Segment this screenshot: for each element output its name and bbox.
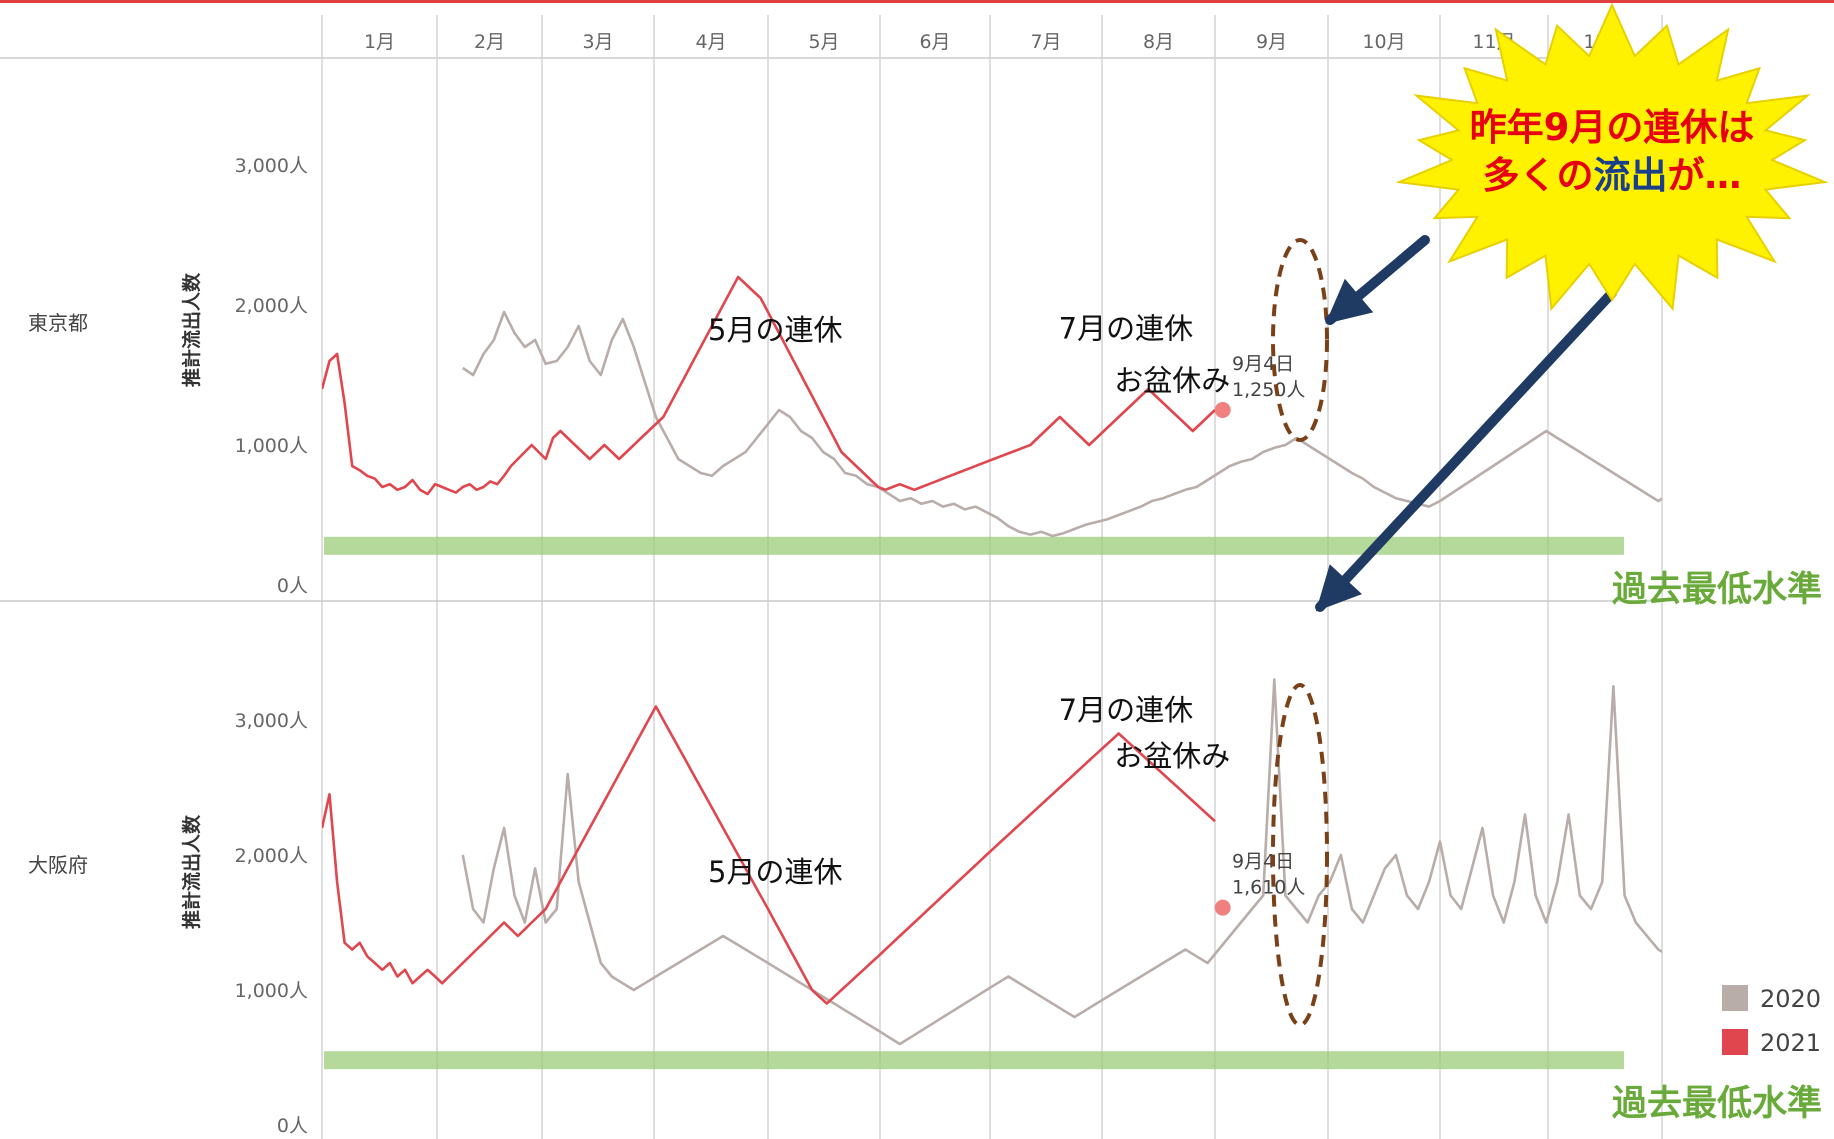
month-label: 1月 — [364, 31, 395, 53]
month-label: 8月 — [1143, 31, 1174, 53]
y-tick-label: 2,000人 — [235, 845, 308, 867]
row-label: 東京都 — [28, 311, 88, 335]
month-label: 2月 — [474, 31, 505, 53]
top-accent-line — [0, 0, 1834, 3]
axes-layer: 1月2月3月4月5月6月7月8月9月10月11月12月0人1,000人2,000… — [28, 31, 1627, 1137]
y-axis-label: 推計流出人数 — [180, 814, 203, 929]
month-label: 10月 — [1362, 31, 1405, 53]
annotation-label: お盆休み — [1114, 363, 1230, 397]
low-level-label: 過去最低水準 — [1612, 1084, 1822, 1124]
low-level-label: 過去最低水準 — [1612, 570, 1822, 610]
month-label: 4月 — [695, 31, 726, 53]
series-line-2020 — [463, 263, 1834, 536]
annotation-label: 5月の連休 — [708, 855, 842, 889]
highlight-value-label: 1,610人 — [1232, 877, 1305, 899]
annotation-label: お盆休み — [1114, 739, 1230, 773]
y-tick-label: 0人 — [277, 1115, 308, 1137]
y-axis-label: 推計流出人数 — [180, 272, 203, 387]
legend-swatch-2020 — [1722, 985, 1748, 1011]
callout-line-1: 昨年9月の連休は — [1470, 106, 1755, 149]
y-tick-label: 1,000人 — [235, 435, 308, 457]
month-label: 3月 — [582, 31, 613, 53]
month-label: 6月 — [919, 31, 950, 53]
annotation-label: 5月の連休 — [708, 313, 842, 347]
callout: 昨年9月の連休は多くの流出が… — [1316, 5, 1825, 611]
arrow-to-osaka — [1316, 293, 1612, 611]
highlight-date-label: 9月4日 — [1232, 851, 1294, 873]
highlight-date-label: 9月4日 — [1232, 353, 1294, 375]
legend: 2020 2021 — [1722, 985, 1821, 1057]
highlight-value-label: 1,250人 — [1232, 379, 1305, 401]
highlight-point — [1215, 900, 1231, 916]
low-level-band — [324, 537, 1624, 555]
highlight-point — [1215, 402, 1231, 418]
month-label: 5月 — [808, 31, 839, 53]
y-tick-label: 1,000人 — [235, 980, 308, 1002]
callout-line-2: 多くの流出が… — [1483, 154, 1742, 197]
legend-swatch-2021 — [1722, 1029, 1748, 1055]
month-label: 7月 — [1030, 31, 1061, 53]
y-tick-label: 2,000人 — [235, 295, 308, 317]
legend-label-2021: 2021 — [1760, 1029, 1821, 1057]
y-tick-label: 3,000人 — [235, 155, 308, 177]
annotation-label: 7月の連休 — [1059, 693, 1193, 727]
annotation-label: 7月の連休 — [1059, 312, 1193, 346]
series-layer — [322, 263, 1834, 1044]
row-label: 大阪府 — [28, 853, 88, 877]
y-tick-label: 0人 — [277, 575, 308, 597]
low-level-band — [324, 1051, 1624, 1069]
legend-label-2020: 2020 — [1760, 985, 1821, 1013]
highlight-layer: 9月4日 1,250人 9月4日 1,610人 — [1215, 240, 1327, 1025]
month-label: 9月 — [1256, 31, 1287, 53]
series-line-2020 — [463, 680, 1815, 1045]
y-tick-label: 3,000人 — [235, 710, 308, 732]
arrow-to-tokyo — [1325, 240, 1425, 324]
highlight-ellipse — [1273, 240, 1327, 440]
